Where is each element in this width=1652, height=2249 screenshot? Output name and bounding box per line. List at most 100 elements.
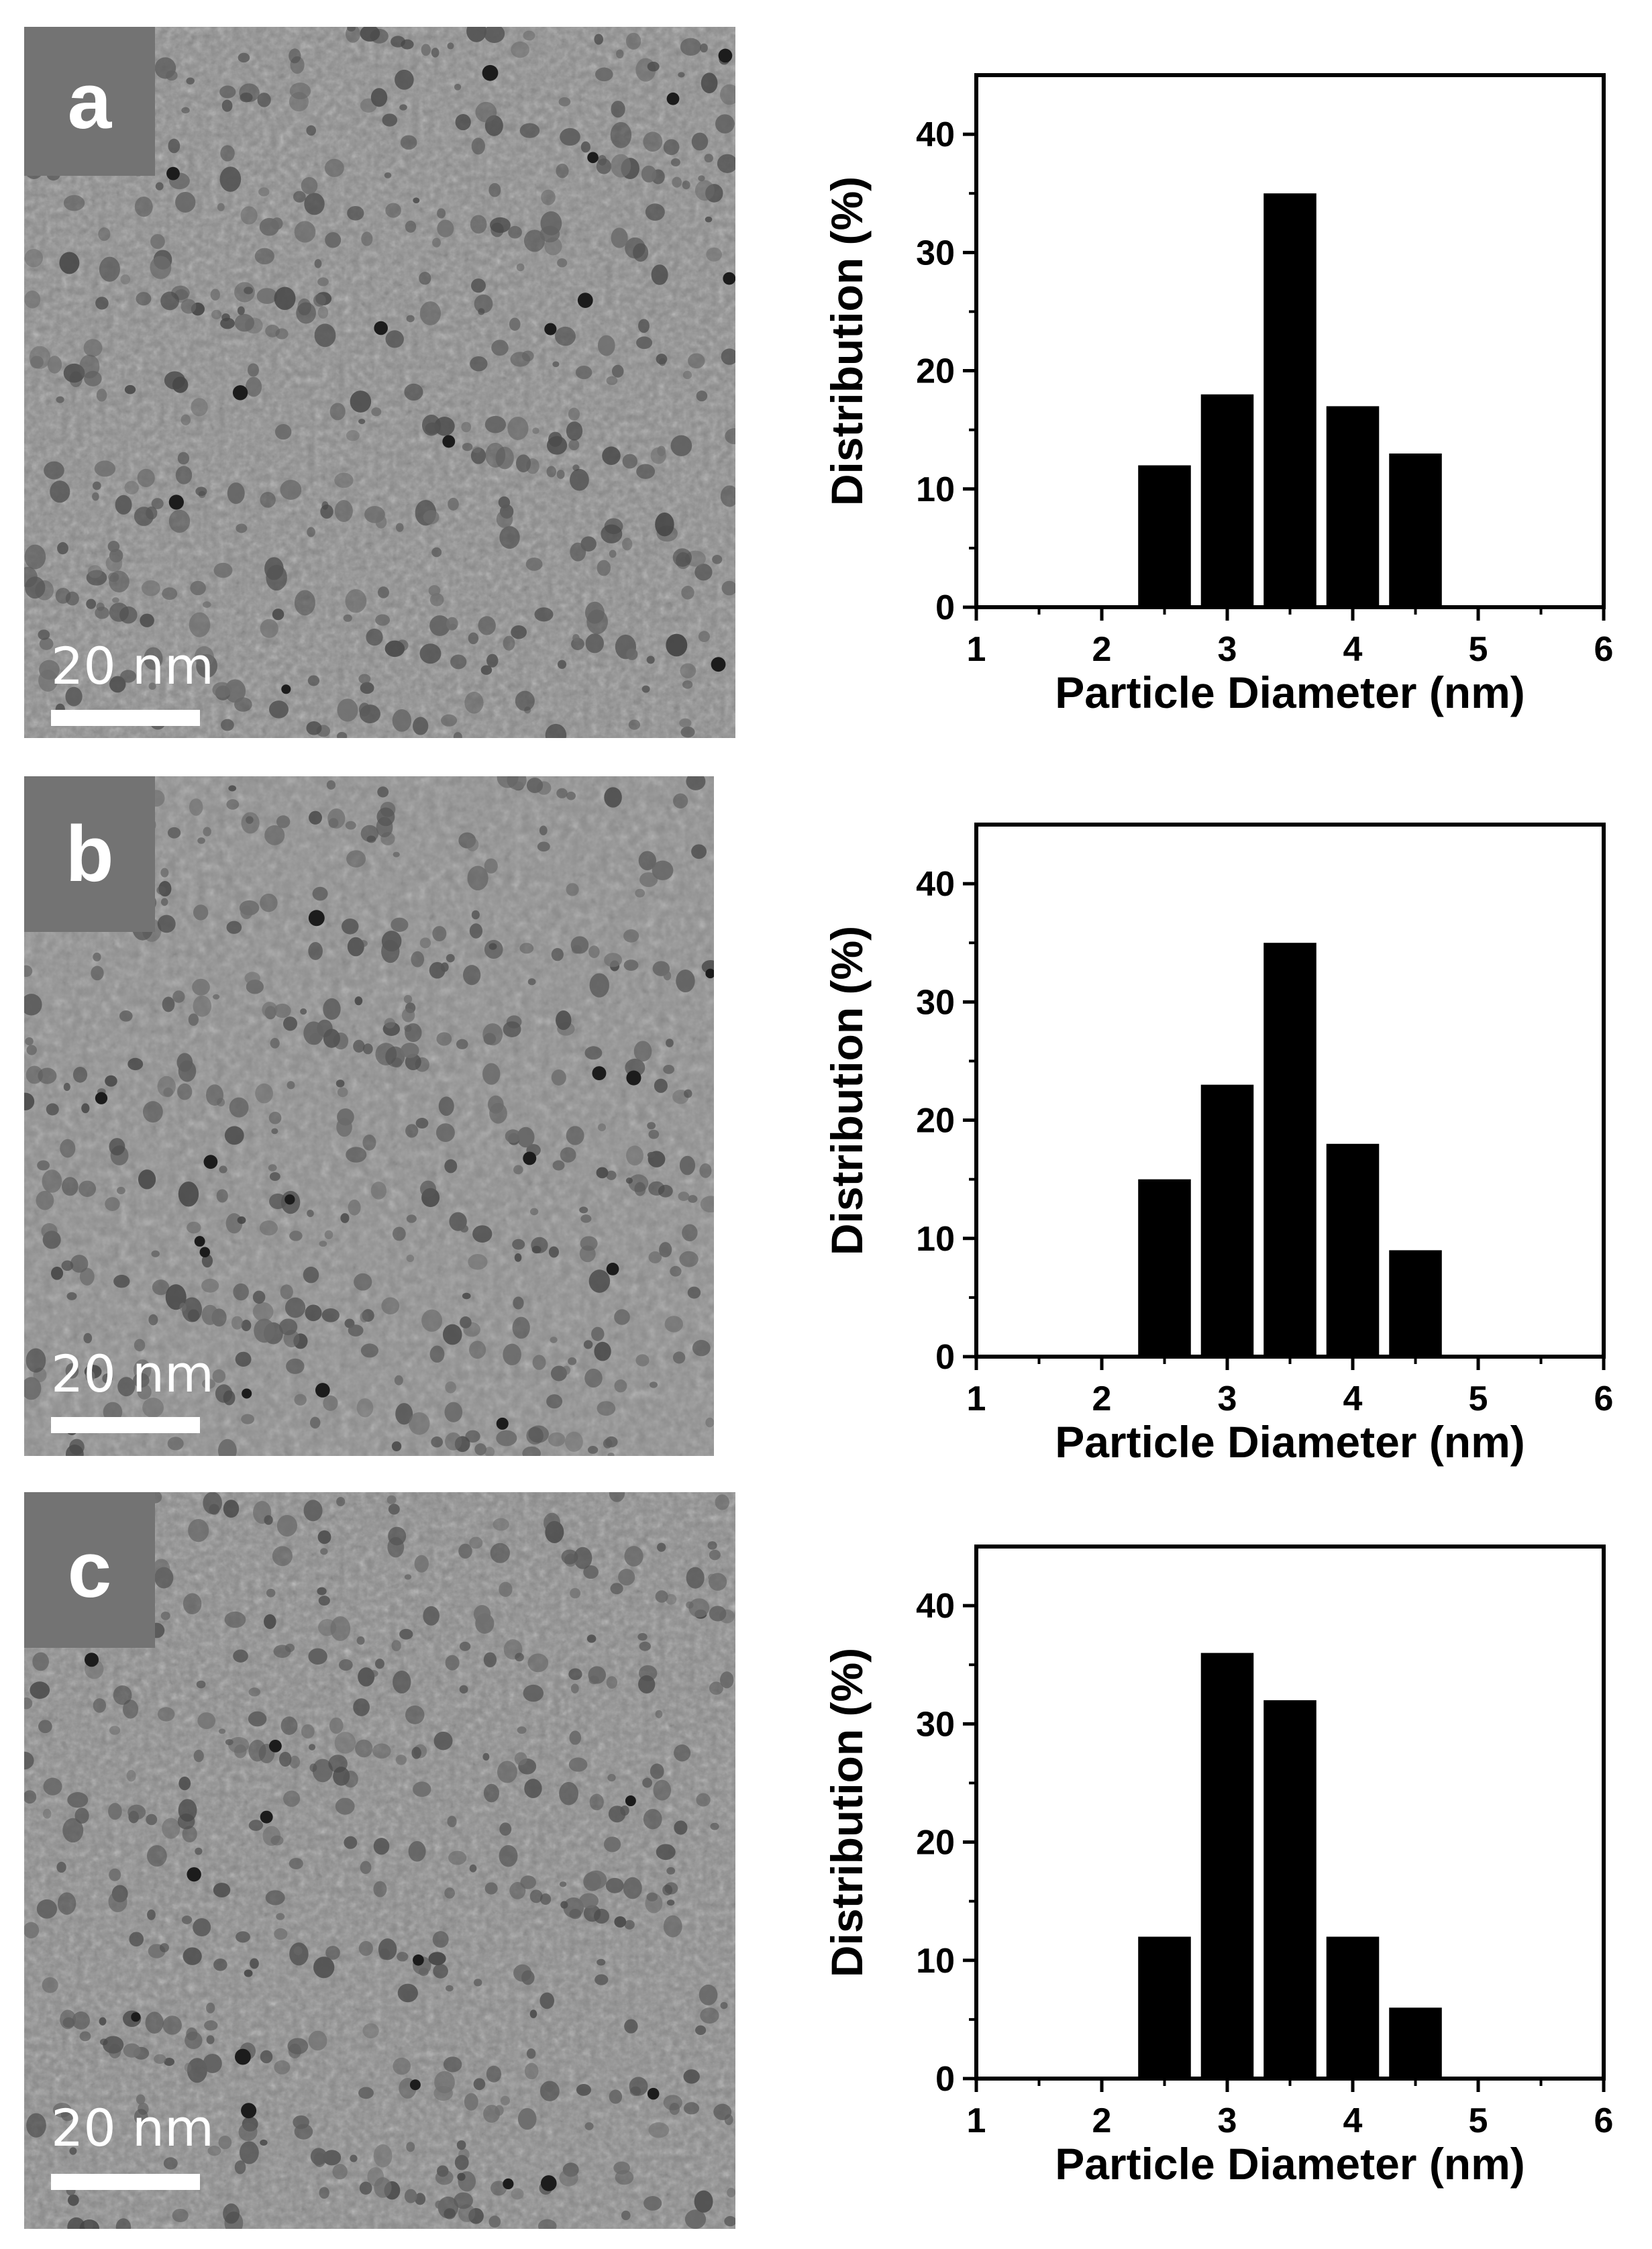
nanoparticle: [41, 1222, 58, 1239]
nanoparticle: [287, 2038, 309, 2054]
nanoparticle: [293, 1946, 303, 1956]
nanoparticle: [319, 1241, 327, 1247]
x-tick-label: 2: [1092, 630, 1112, 669]
nanoparticle: [219, 85, 236, 99]
nanoparticle: [609, 2089, 623, 2104]
nanoparticle: [610, 121, 632, 148]
nanoparticle: [606, 376, 618, 385]
nanoparticle: [358, 702, 370, 717]
nanoparticle: [720, 485, 735, 507]
nanoparticle: [172, 2208, 189, 2223]
nanoparticle: [314, 323, 336, 348]
nanoparticle: [217, 1098, 225, 1107]
nanoparticle: [306, 721, 322, 735]
nanoparticle: [511, 2188, 524, 2200]
nanoparticle: [254, 248, 274, 265]
nanoparticle: [337, 1087, 348, 1098]
nanoparticle: [388, 1526, 407, 1546]
nanoparticle: [523, 229, 546, 252]
panel-label-b: b: [24, 776, 155, 932]
nanoparticle: [446, 1985, 454, 1992]
nanoparticle: [474, 1443, 486, 1456]
nanoparticle-dark: [626, 1070, 641, 1086]
nanoparticle: [700, 43, 708, 53]
nanoparticle: [157, 1076, 176, 1097]
nanoparticle: [108, 1803, 122, 1820]
nanoparticle: [373, 1881, 387, 1897]
nanoparticle: [237, 1216, 246, 1224]
x-axis-label: Particle Diameter (nm): [1055, 2139, 1525, 2189]
nanoparticle: [568, 439, 580, 451]
nanoparticle: [272, 1546, 293, 1567]
nanoparticle: [160, 868, 169, 878]
nanoparticle: [36, 1190, 54, 1210]
nanoparticle: [666, 1867, 676, 1875]
nanoparticle: [105, 1075, 117, 1087]
nanoparticle: [648, 2122, 670, 2138]
nanoparticle: [203, 2054, 222, 2073]
nanoparticle: [406, 1214, 417, 1223]
nanoparticle: [265, 1890, 285, 1905]
nanoparticle: [472, 1225, 493, 1243]
nanoparticle: [25, 1348, 46, 1373]
nanoparticle: [419, 937, 431, 949]
nanoparticle: [405, 220, 417, 233]
nanoparticle: [24, 965, 33, 978]
nanoparticle: [183, 1593, 202, 1615]
nanoparticle: [134, 2109, 148, 2125]
nanoparticle: [57, 542, 68, 555]
nanoparticle: [526, 2048, 536, 2059]
nanoparticle: [709, 1549, 721, 1561]
nanoparticle: [358, 1667, 375, 1687]
nanoparticle: [150, 256, 172, 279]
nanoparticle: [440, 962, 449, 972]
nanoparticle: [698, 175, 705, 182]
nanoparticle-dark: [409, 2079, 421, 2091]
nanoparticle-dark: [666, 92, 680, 105]
nanoparticle: [503, 1021, 521, 1037]
nanoparticle: [455, 113, 471, 131]
x-tick-label: 6: [1594, 630, 1614, 669]
nanoparticle: [495, 2105, 504, 2116]
nanoparticle: [561, 1549, 578, 1565]
nanoparticle: [274, 2060, 291, 2075]
nanoparticle: [268, 700, 289, 719]
nanoparticle: [391, 917, 409, 932]
x-tick-label: 6: [1594, 2101, 1614, 2140]
nanoparticle: [24, 1922, 40, 1939]
nanoparticle: [196, 1680, 206, 1689]
nanoparticle: [499, 1581, 513, 1598]
nanoparticle: [433, 1731, 453, 1750]
nanoparticle: [197, 1712, 216, 1730]
nanoparticle: [129, 1932, 144, 1947]
y-axis-label: Distribution (%): [822, 176, 872, 506]
nanoparticle: [62, 1818, 84, 1843]
nanoparticle: [706, 247, 722, 262]
nanoparticle: [162, 996, 175, 1012]
nanoparticle: [400, 135, 417, 150]
nanoparticle: [405, 1124, 419, 1138]
nanoparticle: [294, 1394, 307, 1406]
nanoparticle: [556, 470, 565, 479]
nanoparticle: [483, 1652, 497, 1668]
histogram-bar: [1263, 1700, 1317, 2079]
nanoparticle: [109, 676, 126, 693]
nanoparticle: [95, 297, 109, 310]
histogram-bar: [1326, 1143, 1380, 1357]
nanoparticle: [24, 248, 43, 268]
x-tick-label: 6: [1594, 1379, 1614, 1418]
nanoparticle: [401, 1008, 415, 1023]
nanoparticle: [381, 1297, 400, 1315]
nanoparticle: [441, 714, 458, 727]
nanoparticle: [436, 1032, 452, 1046]
nanoparticle: [680, 663, 696, 678]
nanoparticle: [136, 2094, 146, 2105]
nanoparticle: [343, 614, 352, 622]
nanoparticle: [437, 219, 454, 238]
nanoparticle: [207, 2146, 221, 2156]
nanoparticle: [404, 1025, 412, 1033]
nanoparticle: [193, 1918, 211, 1937]
nanoparticle: [639, 1641, 651, 1651]
nanoparticle: [254, 1318, 275, 1343]
nanoparticle: [317, 1530, 331, 1545]
